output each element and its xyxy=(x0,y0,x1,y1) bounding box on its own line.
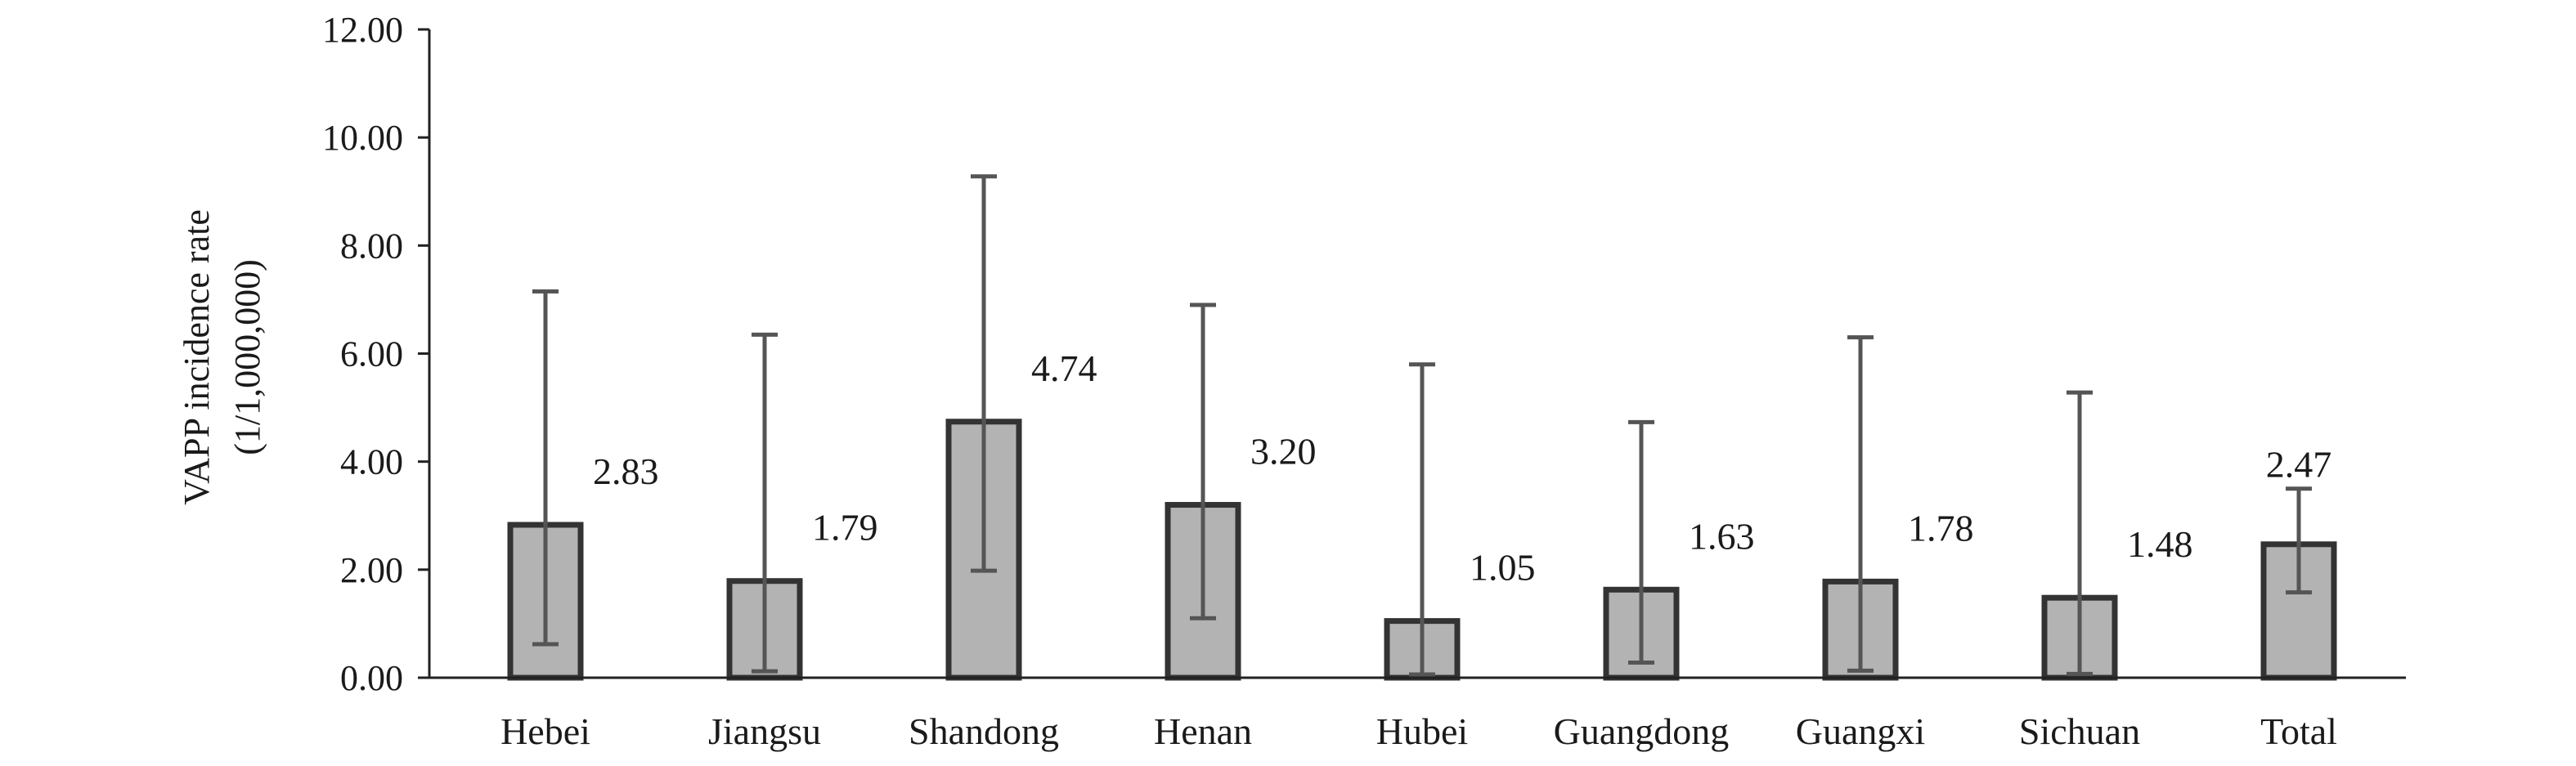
error-bar-guangdong xyxy=(1628,419,1654,665)
x-tick-label-total: Total xyxy=(2260,710,2337,752)
x-tick-label-sichuan: Sichuan xyxy=(2019,710,2140,752)
y-tick-label: 2.00 xyxy=(340,550,403,590)
y-axis-title-line-2: (1/1,000,000) xyxy=(227,259,267,455)
x-tick-label-shandong: Shandong xyxy=(909,710,1059,752)
error-bars xyxy=(532,174,2312,677)
x-tick-label-guangxi: Guangxi xyxy=(1796,710,1925,752)
error-bar-hubei xyxy=(1409,362,1435,677)
x-axis: Hebei Jiangsu Shandong Henan Hubei Guangdong G… xyxy=(429,676,2406,752)
error-bar-total xyxy=(2286,486,2312,595)
error-bar-henan xyxy=(1190,302,1216,620)
x-tick-label-guangdong: Guangdong xyxy=(1554,710,1730,752)
y-tick-label: 4.00 xyxy=(340,442,403,482)
data-labels: 2.83 1.79 4.74 3.20 1.05 1.63 1.78 1.48 2.47 xyxy=(593,347,2331,589)
x-tick-label-henan: Henan xyxy=(1154,710,1252,752)
error-bar-jiangsu xyxy=(752,332,778,674)
data-label-hebei: 2.83 xyxy=(593,450,659,492)
y-tick-label: 12.00 xyxy=(322,10,403,50)
data-label-shandong: 4.74 xyxy=(1031,347,1097,389)
y-tick-label: 8.00 xyxy=(340,226,403,266)
error-bar-guangxi xyxy=(1847,335,1874,673)
x-tick-label-hubei: Hubei xyxy=(1376,710,1468,752)
y-axis-title-line-1: VAPP incidence rate xyxy=(177,209,217,505)
error-bar-shandong xyxy=(971,174,997,573)
data-label-guangdong: 1.63 xyxy=(1689,515,1755,557)
x-tick-label-jiangsu: Jiangsu xyxy=(708,710,821,752)
data-label-henan: 3.20 xyxy=(1250,431,1317,473)
data-label-sichuan: 1.48 xyxy=(2127,523,2193,565)
y-tick-label: 10.00 xyxy=(322,118,403,158)
data-label-hubei: 1.05 xyxy=(1470,547,1536,589)
error-bar-hebei xyxy=(532,289,559,647)
data-label-total: 2.47 xyxy=(2266,444,2332,486)
error-bar-sichuan xyxy=(2067,390,2093,676)
y-axis: 0.00 2.00 4.00 6.00 8.00 10.00 12.00 xyxy=(322,10,431,698)
x-tick-label-hebei: Hebei xyxy=(500,710,590,752)
data-label-jiangsu: 1.79 xyxy=(812,507,878,549)
y-tick-label: 6.00 xyxy=(340,334,403,374)
data-label-guangxi: 1.78 xyxy=(1908,507,1974,549)
y-tick-label: 0.00 xyxy=(340,658,403,698)
y-axis-title: VAPP incidence rate (1/1,000,000) xyxy=(177,209,267,505)
